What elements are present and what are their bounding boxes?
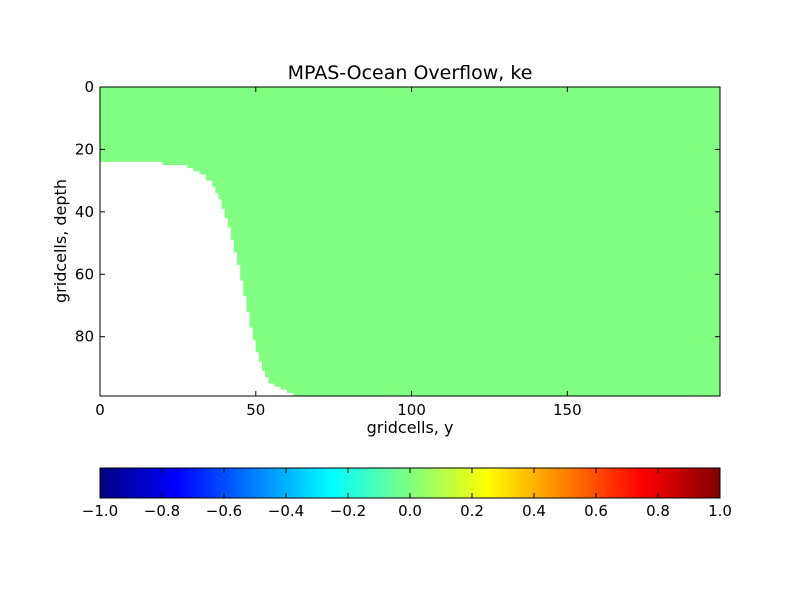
colorbar-tick-label: 1.0 — [708, 502, 732, 520]
colorbar-tick-label: 0.0 — [398, 502, 422, 520]
colorbar-ticks: −1.0 −0.8 −0.6 −0.4 −0.2 0.0 0.2 0.4 0.6 0.8 1.0 — [82, 468, 732, 520]
colorbar-tick-label: 0.4 — [522, 502, 546, 520]
colorbar-tick-label: −0.6 — [206, 502, 242, 520]
y-tick-label: 60 — [75, 265, 94, 283]
y-axis-label: gridcells, depth — [51, 179, 70, 303]
y-tick-label: 20 — [75, 140, 94, 158]
x-tick-label: 150 — [553, 401, 582, 419]
colorbar-tick-label: −1.0 — [82, 502, 118, 520]
y-tick-label: 40 — [75, 203, 94, 221]
x-tick-label: 100 — [397, 401, 426, 419]
x-tick-label: 0 — [95, 401, 105, 419]
x-axis-label: gridcells, y — [367, 418, 454, 437]
colorbar-tick-label: 0.2 — [460, 502, 484, 520]
heatmap-layer — [99, 86, 721, 397]
field-area-ke — [100, 87, 720, 396]
y-tick-label: 0 — [84, 78, 94, 96]
colorbar-tick-label: 0.8 — [646, 502, 670, 520]
colorbar-tick-label: −0.2 — [330, 502, 366, 520]
x-tick-label: 50 — [246, 401, 265, 419]
y-axis: 0 20 40 60 80 — [75, 78, 720, 346]
x-axis: 0 50 100 150 — [95, 87, 582, 419]
y-tick-label: 80 — [75, 328, 94, 346]
chart-title: MPAS-Ocean Overflow, ke — [288, 62, 533, 84]
colorbar-tick-label: −0.8 — [144, 502, 180, 520]
colorbar-tick-label: −0.4 — [268, 502, 304, 520]
colorbar-tick-label: 0.6 — [584, 502, 608, 520]
colorbar: −1.0 −0.8 −0.6 −0.4 −0.2 0.0 0.2 0.4 0.6 0.8 1.0 — [82, 467, 732, 520]
axes-frame — [99, 86, 721, 397]
